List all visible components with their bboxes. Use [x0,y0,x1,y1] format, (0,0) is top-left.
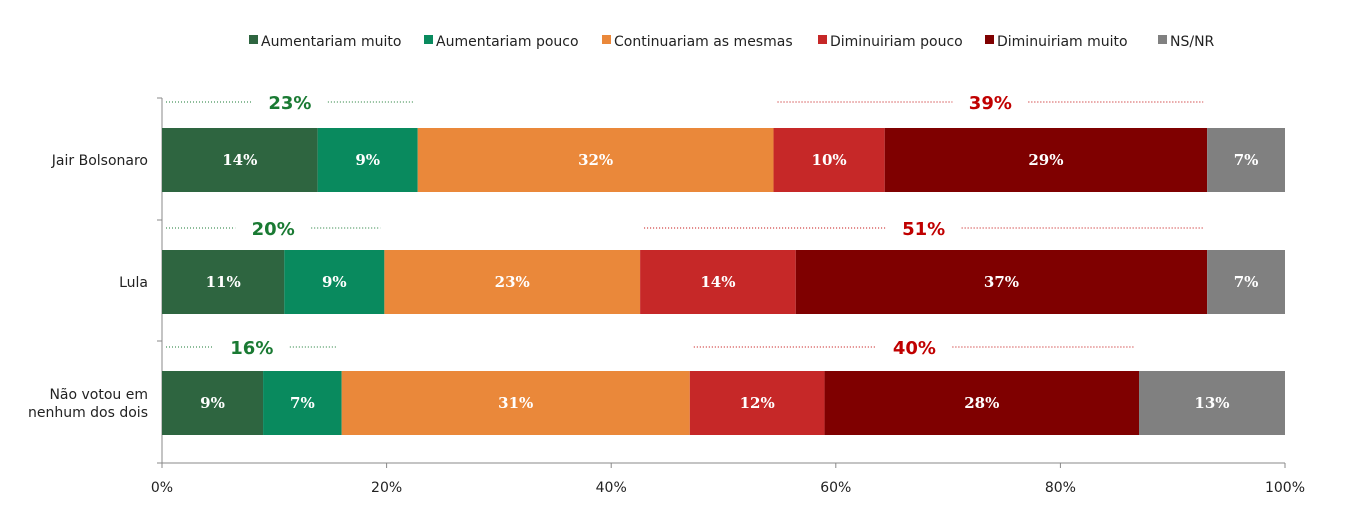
x-tick-label: 20% [371,480,402,496]
category-label: Jair Bolsonaro [51,153,148,169]
legend-item: Continuariam as mesmas [602,34,793,50]
x-tick-label: 60% [820,480,851,496]
legend-item: Diminuiriam muito [985,34,1128,50]
bar-segment [162,250,285,314]
group-total-label: 23% [268,93,311,114]
legend-swatch [985,35,994,44]
segment-label: 13% [1194,394,1229,412]
bar-segment [417,128,774,192]
legend-swatch [249,35,258,44]
bar-segment [317,128,418,192]
bar-segment [689,371,825,435]
segment-label: 12% [740,394,775,412]
bar-segment [384,250,641,314]
bar-row: 11% 9% 23% 14% 37% 7% [162,250,1285,314]
axes: 0% 20% 40% 60% 80% 100% Jair Bolsonaro Lula Não … [28,97,1305,496]
segment-label: 11% [206,273,241,291]
legend-swatch [424,35,433,44]
x-tick-label: 100% [1265,480,1305,496]
segment-label: 7% [1234,273,1259,291]
segment-label: 7% [290,394,315,412]
legend-item: Aumentariam pouco [424,34,579,50]
segment-label: 9% [355,151,380,169]
bar-segment [162,371,264,435]
legend-item: NS/NR [1158,34,1215,50]
segment-label: 28% [964,394,999,412]
bar-row: 14% 9% 32% 10% 29% 7% [162,128,1285,192]
group-total-label: 16% [230,338,273,359]
bar-segment [162,128,318,192]
segment-label: 37% [984,273,1019,291]
segment-label: 7% [1234,151,1259,169]
bar-segment [341,371,690,435]
annotations: 23% 39% 20% 51% 16% 40% [166,93,1204,359]
group-total-label: 51% [902,219,945,240]
x-tick-label: 80% [1045,480,1076,496]
legend-swatch [602,35,611,44]
bar-segment [1139,371,1285,435]
legend-label: Continuariam as mesmas [614,34,793,50]
legend-item: Diminuiriam pouco [818,34,963,50]
group-total-label: 40% [893,338,936,359]
legend-label: NS/NR [1170,34,1215,50]
legend: Aumentariam muito Aumentariam pouco Contin… [249,34,1215,50]
segment-label: 9% [200,394,225,412]
bar-segment [884,128,1208,192]
legend-label: Aumentariam pouco [436,34,579,50]
segment-label: 14% [222,151,257,169]
group-total-label: 20% [252,219,295,240]
segment-label: 10% [812,151,847,169]
bar-segment [1207,250,1285,314]
legend-label: Diminuiriam muito [997,34,1128,50]
segment-label: 14% [700,273,735,291]
segment-label: 29% [1028,151,1063,169]
x-tick-label: 40% [596,480,627,496]
bar-segment [263,371,342,435]
segment-label: 31% [498,394,533,412]
category-label: Não votou em [49,387,148,403]
legend-item: Aumentariam muito [249,34,401,50]
legend-swatch [818,35,827,44]
segment-label: 32% [578,151,613,169]
legend-swatch [1158,35,1167,44]
bar-segment [795,250,1208,314]
legend-label: Aumentariam muito [261,34,401,50]
category-label: nenhum dos dois [28,405,148,421]
bar-segment [824,371,1140,435]
bars: 14% 9% 32% 10% 29% 7% 11% 9% 23% 14% 37% 7% 9% 7% 31% 1… [162,128,1285,435]
bar-segment [284,250,385,314]
bar-row: 9% 7% 31% 12% 28% 13% [162,371,1285,435]
bar-segment [640,250,796,314]
category-label: Lula [119,275,148,291]
legend-label: Diminuiriam pouco [830,34,963,50]
bar-segment [1207,128,1285,192]
group-total-label: 39% [969,93,1012,114]
bar-segment [773,128,885,192]
segment-label: 9% [322,273,347,291]
segment-label: 23% [495,273,530,291]
x-tick-label: 0% [151,480,173,496]
